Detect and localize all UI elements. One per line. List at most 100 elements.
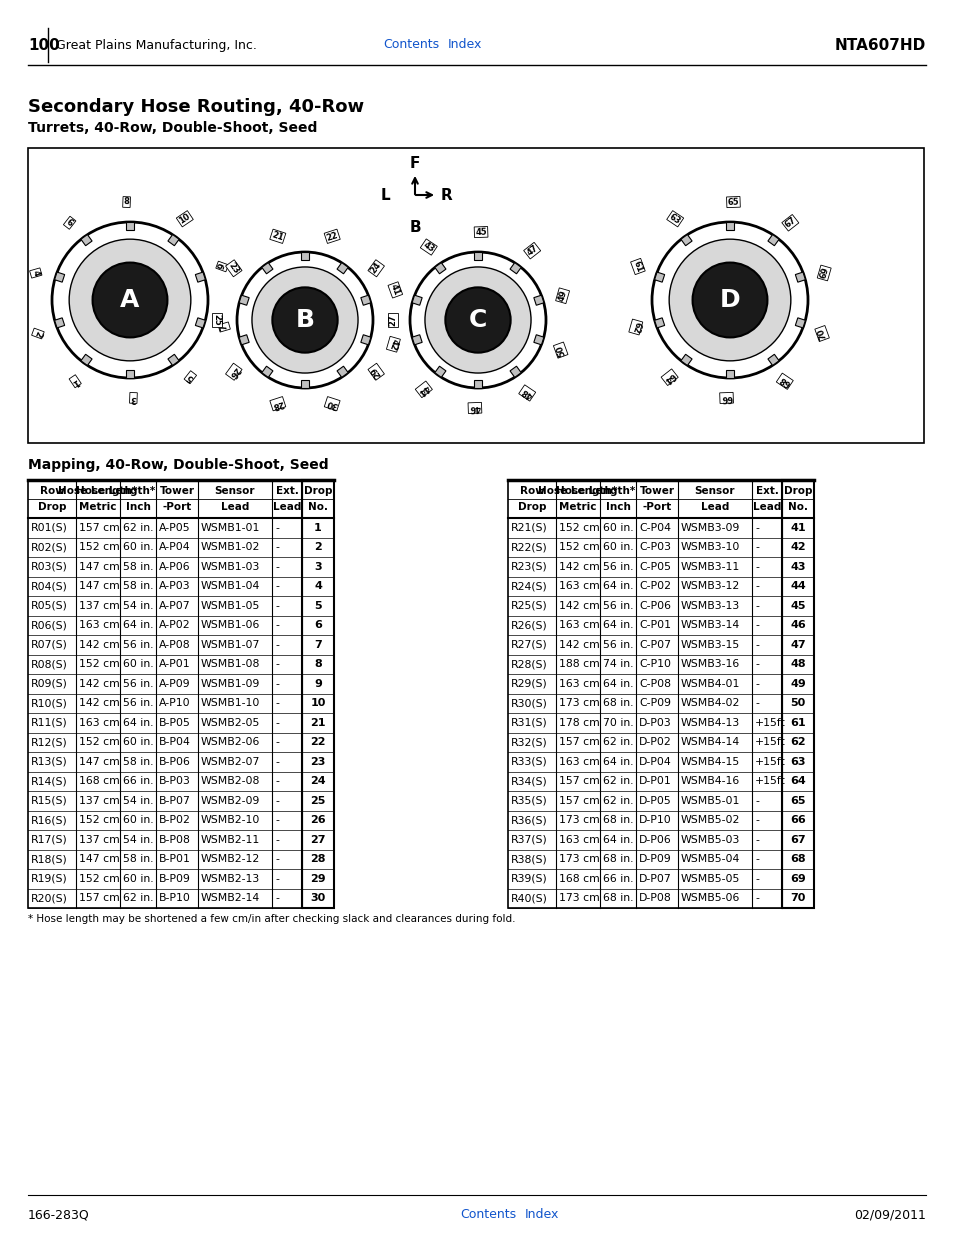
Text: Hose Length*: Hose Length* bbox=[556, 485, 635, 495]
Text: 60 in.: 60 in. bbox=[123, 815, 153, 825]
Text: Index: Index bbox=[448, 38, 482, 52]
Text: -: - bbox=[274, 757, 278, 767]
Text: 62 in.: 62 in. bbox=[123, 522, 153, 532]
Text: 43: 43 bbox=[421, 240, 436, 254]
Text: -: - bbox=[754, 893, 758, 903]
Text: -: - bbox=[754, 815, 758, 825]
Bar bbox=[654, 272, 664, 282]
Text: -: - bbox=[754, 835, 758, 845]
Bar bbox=[239, 335, 249, 345]
Bar bbox=[412, 295, 422, 305]
Text: A-P07: A-P07 bbox=[159, 600, 191, 611]
Text: Hose Length*: Hose Length* bbox=[58, 485, 137, 495]
Text: 5: 5 bbox=[314, 600, 321, 611]
Text: 9: 9 bbox=[216, 262, 227, 270]
Text: WSMB3-14: WSMB3-14 bbox=[680, 620, 740, 630]
Text: 64 in.: 64 in. bbox=[602, 679, 633, 689]
Text: 152 cm: 152 cm bbox=[79, 873, 120, 884]
Text: -: - bbox=[274, 679, 278, 689]
Text: R13(S): R13(S) bbox=[30, 757, 68, 767]
Text: A-P05: A-P05 bbox=[159, 522, 191, 532]
Text: R22(S): R22(S) bbox=[511, 542, 547, 552]
Text: 64 in.: 64 in. bbox=[602, 757, 633, 767]
Bar bbox=[168, 354, 179, 366]
Text: 147 cm: 147 cm bbox=[79, 757, 120, 767]
Text: -: - bbox=[754, 620, 758, 630]
Circle shape bbox=[445, 288, 510, 353]
Text: WSMB2-07: WSMB2-07 bbox=[201, 757, 260, 767]
Text: 163 cm: 163 cm bbox=[558, 835, 599, 845]
Bar bbox=[725, 222, 733, 230]
Text: 152 cm: 152 cm bbox=[79, 815, 120, 825]
Text: R18(S): R18(S) bbox=[30, 855, 68, 864]
Text: +15ft: +15ft bbox=[754, 757, 785, 767]
Text: 10: 10 bbox=[177, 211, 192, 226]
Text: WSMB1-06: WSMB1-06 bbox=[201, 620, 260, 630]
Text: WSMB3-10: WSMB3-10 bbox=[680, 542, 740, 552]
Text: Drop: Drop bbox=[303, 485, 332, 495]
Text: 27: 27 bbox=[388, 314, 397, 326]
Text: 48: 48 bbox=[519, 387, 534, 400]
Text: 168 cm: 168 cm bbox=[558, 873, 599, 884]
Circle shape bbox=[651, 222, 807, 378]
Text: -: - bbox=[274, 640, 278, 650]
Text: C-P05: C-P05 bbox=[639, 562, 670, 572]
Text: 147 cm: 147 cm bbox=[79, 855, 120, 864]
Text: Metric: Metric bbox=[558, 503, 597, 513]
Text: 63: 63 bbox=[789, 757, 805, 767]
Text: 62: 62 bbox=[789, 737, 805, 747]
Text: B-P01: B-P01 bbox=[159, 855, 191, 864]
Text: Turrets, 40-Row, Double-Shoot, Seed: Turrets, 40-Row, Double-Shoot, Seed bbox=[28, 121, 317, 135]
Text: 54 in.: 54 in. bbox=[123, 795, 153, 805]
Text: R39(S): R39(S) bbox=[511, 873, 547, 884]
Text: WSMB1-03: WSMB1-03 bbox=[201, 562, 260, 572]
Bar bbox=[781, 480, 813, 908]
Text: WSMB1-02: WSMB1-02 bbox=[201, 542, 260, 552]
Bar bbox=[195, 272, 205, 282]
Text: R25(S): R25(S) bbox=[511, 600, 547, 611]
Bar bbox=[474, 380, 481, 388]
Text: 50: 50 bbox=[789, 698, 804, 708]
Text: 62 in.: 62 in. bbox=[602, 795, 633, 805]
Text: -: - bbox=[274, 893, 278, 903]
Text: B-P07: B-P07 bbox=[159, 795, 191, 805]
Text: WSMB3-15: WSMB3-15 bbox=[680, 640, 740, 650]
Text: 64 in.: 64 in. bbox=[602, 620, 633, 630]
Bar bbox=[126, 222, 133, 230]
Text: 58 in.: 58 in. bbox=[123, 757, 153, 767]
Text: Contents: Contents bbox=[459, 1209, 516, 1221]
Bar bbox=[261, 263, 273, 274]
Text: R37(S): R37(S) bbox=[511, 835, 547, 845]
Text: 68: 68 bbox=[789, 855, 805, 864]
Text: 30: 30 bbox=[325, 398, 338, 410]
Text: D-P05: D-P05 bbox=[639, 795, 671, 805]
Text: B-P03: B-P03 bbox=[159, 777, 191, 787]
Text: 41: 41 bbox=[789, 522, 805, 532]
Bar bbox=[360, 335, 371, 345]
Bar bbox=[435, 263, 445, 274]
Text: 2: 2 bbox=[314, 542, 321, 552]
Text: 157 cm: 157 cm bbox=[79, 522, 120, 532]
Text: WSMB2-12: WSMB2-12 bbox=[201, 855, 260, 864]
Text: -: - bbox=[274, 698, 278, 708]
Bar bbox=[795, 272, 804, 282]
Text: WSMB1-01: WSMB1-01 bbox=[201, 522, 260, 532]
Text: WSMB5-04: WSMB5-04 bbox=[680, 855, 740, 864]
Text: 152 cm: 152 cm bbox=[558, 542, 599, 552]
Text: 68 in.: 68 in. bbox=[602, 698, 633, 708]
Text: C-P09: C-P09 bbox=[639, 698, 670, 708]
Text: 1: 1 bbox=[314, 522, 321, 532]
Text: Lead: Lead bbox=[752, 503, 781, 513]
Text: 6: 6 bbox=[314, 620, 321, 630]
Text: -: - bbox=[274, 562, 278, 572]
Text: Drop: Drop bbox=[783, 485, 811, 495]
Text: WSMB2-05: WSMB2-05 bbox=[201, 718, 260, 727]
Bar bbox=[126, 370, 133, 378]
Text: -Port: -Port bbox=[641, 503, 671, 513]
Text: -: - bbox=[754, 795, 758, 805]
Text: Ext.: Ext. bbox=[755, 485, 778, 495]
Text: WSMB3-09: WSMB3-09 bbox=[680, 522, 740, 532]
Text: 47: 47 bbox=[524, 243, 539, 258]
Bar bbox=[239, 295, 249, 305]
Text: B-P06: B-P06 bbox=[159, 757, 191, 767]
